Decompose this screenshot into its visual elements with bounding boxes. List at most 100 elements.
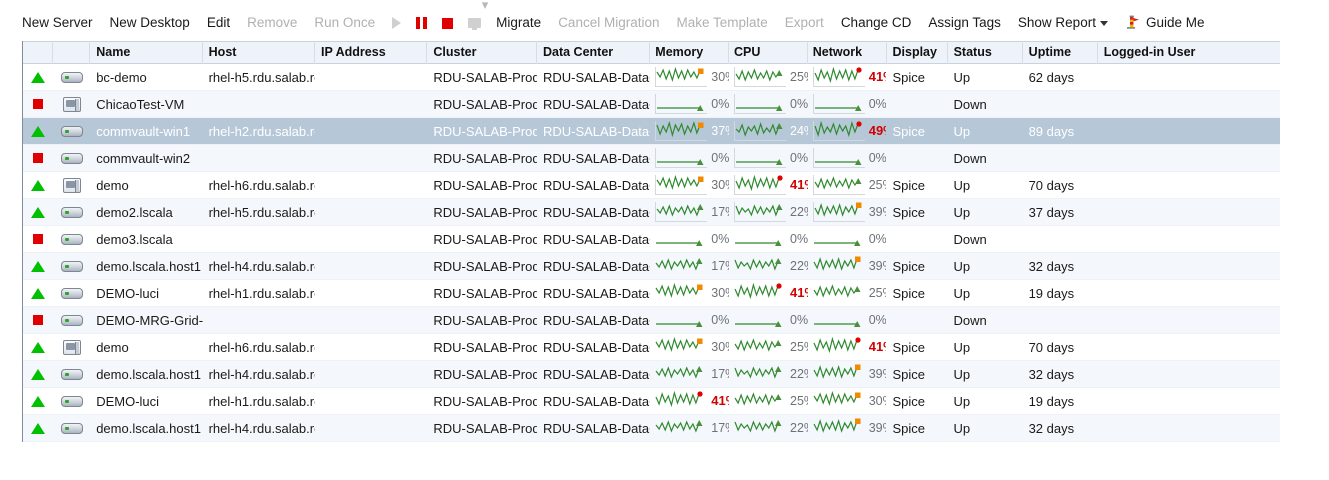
vm-host: rhel-h6.rdu.salab.redhat.com — [208, 339, 315, 355]
chevron-down-icon[interactable]: ▾ — [481, 0, 489, 12]
guide-me-button[interactable]: Guide Me — [1125, 14, 1205, 32]
vm-host: rhel-h4.rdu.salab.redhat.com — [208, 420, 315, 436]
new-desktop-button[interactable]: New Desktop — [109, 15, 190, 30]
metric-value: 25% — [868, 178, 887, 192]
make-template-button: Make Template — [676, 15, 768, 30]
vm-ip — [315, 388, 427, 415]
vm-name: commvault-win1 — [96, 123, 191, 139]
sparkline-chart — [812, 121, 865, 141]
column-header-cluster[interactable]: Cluster — [427, 41, 537, 64]
column-header-ip[interactable]: IP Address — [315, 41, 428, 64]
pause-icon[interactable] — [416, 17, 428, 29]
column-header-name[interactable]: Name — [90, 41, 203, 64]
vm-logged-in-user — [1098, 172, 1280, 199]
column-header-datacenter[interactable]: Data Center — [537, 41, 651, 64]
metric-cell: 37% — [650, 118, 729, 145]
table-row[interactable]: DEMO-luci rhel-h1.rdu.salab.redhat.com RDU… — [23, 280, 1280, 307]
column-header-uptime[interactable]: Uptime — [1023, 41, 1098, 64]
sparkline-chart — [813, 391, 865, 411]
table-row[interactable]: demo3.lscala RDU-SALAB-Production RDU-SALA… — [23, 226, 1280, 253]
column-header-memory[interactable]: Memory — [650, 41, 730, 64]
vm-name: DEMO-luci — [96, 285, 160, 301]
status-down-icon — [23, 145, 53, 172]
metric-value: 41% — [790, 285, 808, 300]
vm-display-protocol: Spice — [892, 339, 925, 355]
edit-button[interactable]: Edit — [206, 15, 231, 30]
sparkline-chart — [655, 391, 707, 411]
column-header-status_icon[interactable] — [23, 41, 53, 64]
table-row[interactable]: demo rhel-h6.rdu.salab.redhat.com RDU-SALA… — [23, 172, 1280, 199]
table-row[interactable]: demo.lscala.host1 rhel-h4.rdu.salab.redha… — [23, 415, 1280, 442]
change-cd-button[interactable]: Change CD — [840, 15, 912, 30]
vm-logged-in-user — [1098, 415, 1280, 442]
table-row[interactable]: DEMO-MRG-Grid-Head RDU-SALAB-Production RD… — [23, 307, 1280, 334]
column-header-status[interactable]: Status — [948, 41, 1023, 64]
metric-value: 0% — [868, 151, 887, 165]
vm-desktop-icon — [53, 172, 90, 199]
vm-ip — [315, 91, 427, 118]
sparkline-chart — [734, 148, 786, 168]
column-header-host[interactable]: Host — [203, 41, 316, 64]
sparkline-chart — [655, 121, 708, 141]
column-header-type_icon[interactable] — [53, 41, 91, 64]
migrate-button[interactable]: Migrate — [496, 15, 542, 30]
assign-tags-button[interactable]: Assign Tags — [928, 15, 1001, 30]
column-header-network[interactable]: Network — [808, 41, 887, 64]
vm-ip — [315, 280, 427, 307]
table-row[interactable]: demo.lscala.host1 rhel-h4.rdu.salab.redha… — [23, 253, 1280, 280]
vm-cluster: RDU-SALAB-Production — [433, 123, 537, 139]
metric-cell: 0% — [729, 226, 808, 253]
guide-me-label: Guide Me — [1145, 15, 1205, 30]
status-up-icon — [23, 199, 53, 226]
metric-cell: 25% — [729, 388, 808, 415]
metric-value: 17% — [711, 259, 729, 273]
status-up-icon — [23, 388, 53, 415]
vm-name: demo — [96, 339, 129, 355]
metric-value: 22% — [790, 421, 808, 435]
table-row[interactable]: demo2.lscala rhel-h5.rdu.salab.redhat.com… — [23, 199, 1280, 226]
metric-cell: 0% — [808, 145, 887, 172]
metric-value: 0% — [711, 97, 729, 111]
vm-name: ChicaoTest-VM — [96, 96, 185, 112]
sparkline-chart — [812, 94, 865, 114]
vm-cluster: RDU-SALAB-Production — [433, 204, 537, 220]
metric-value: 0% — [790, 97, 808, 111]
vm-cluster: RDU-SALAB-Production — [433, 393, 537, 409]
table-row[interactable]: DEMO-luci rhel-h1.rdu.salab.redhat.com RDU… — [23, 388, 1280, 415]
table-row[interactable]: commvault-win2 RDU-SALAB-Production RDU-SA… — [23, 145, 1280, 172]
table-row[interactable]: bc-demo rhel-h5.rdu.salab.redhat.com RDU-S… — [23, 64, 1280, 91]
status-down-icon — [23, 307, 53, 334]
vm-server-icon — [53, 388, 90, 415]
sparkline-chart — [655, 202, 708, 222]
vm-ip — [315, 64, 427, 91]
table-header-row: Name Host IP Address Cluster Data Center Memo… — [23, 41, 1280, 64]
column-header-cpu[interactable]: CPU — [729, 41, 808, 64]
sparkline-chart — [734, 94, 786, 114]
vm-host: rhel-h4.rdu.salab.redhat.com — [208, 258, 315, 274]
vm-host — [203, 307, 315, 334]
vm-host: rhel-h2.rdu.salab.redhat.com — [208, 123, 315, 139]
table-row[interactable]: demo.lscala.host1 rhel-h4.rdu.salab.redha… — [23, 361, 1280, 388]
metric-cell: 39% — [808, 253, 886, 280]
vm-logged-in-user — [1098, 334, 1280, 361]
vm-status: Down — [953, 312, 987, 328]
metric-cell: 41% — [808, 334, 886, 361]
column-header-display[interactable]: Display — [887, 41, 948, 64]
new-server-button[interactable]: New Server — [22, 15, 93, 30]
chevron-down-icon — [1099, 20, 1108, 26]
vm-cluster: RDU-SALAB-Production — [433, 258, 537, 274]
vm-name: commvault-win2 — [96, 150, 191, 166]
stop-icon[interactable] — [442, 17, 454, 29]
column-header-user[interactable]: Logged-in User — [1103, 45, 1196, 59]
show-report-dropdown[interactable]: Show Report — [1018, 14, 1108, 32]
table-row[interactable]: ChicaoTest-VM RDU-SALAB-Production RDU-SAL… — [23, 91, 1280, 118]
vm-host — [203, 91, 315, 118]
status-up-icon — [23, 280, 53, 307]
table-row[interactable]: commvault-win1 rhel-h2.rdu.salab.redhat.c… — [23, 118, 1280, 145]
table-row[interactable]: demo rhel-h6.rdu.salab.redhat.com RDU-SALA… — [23, 334, 1280, 361]
